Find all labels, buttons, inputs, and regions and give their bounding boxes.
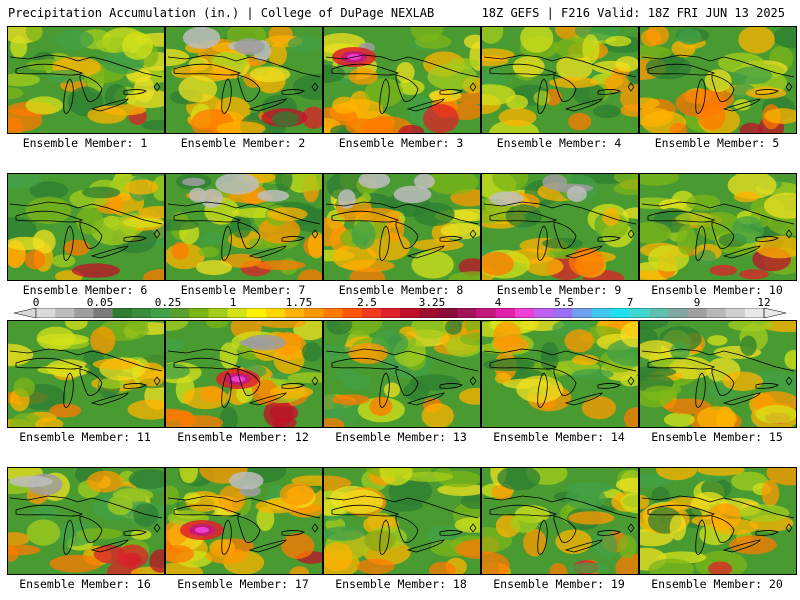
ensemble-member-caption: Ensemble Member: 9 bbox=[496, 283, 622, 297]
colorbar-tick-label: 4 bbox=[494, 296, 502, 309]
ensemble-member-map bbox=[323, 320, 481, 428]
ensemble-member-map bbox=[323, 467, 481, 575]
ensemble-member-caption: Ensemble Member: 1 bbox=[22, 136, 148, 150]
ensemble-member-caption: Ensemble Member: 8 bbox=[338, 283, 464, 297]
ensemble-member-map bbox=[165, 320, 323, 428]
colorbar-tick-label: 9 bbox=[693, 296, 701, 309]
ensemble-member-caption: Ensemble Member: 16 bbox=[19, 577, 151, 591]
colorbar-tick-label: 3.25 bbox=[418, 296, 446, 309]
ensemble-member-caption: Ensemble Member: 14 bbox=[493, 430, 625, 444]
colorbar-tick-label: 0.25 bbox=[154, 296, 182, 309]
ensemble-member-map bbox=[7, 173, 165, 281]
ensemble-member-caption: Ensemble Member: 11 bbox=[19, 430, 151, 444]
map-title: Precipitation Accumulation (in.) | Colle… bbox=[8, 6, 435, 20]
ensemble-member-caption: Ensemble Member: 3 bbox=[338, 136, 464, 150]
ensemble-member-map bbox=[323, 173, 481, 281]
ensemble-member-map bbox=[639, 320, 797, 428]
ensemble-member-caption: Ensemble Member: 12 bbox=[177, 430, 309, 444]
ensemble-member-map bbox=[481, 173, 639, 281]
ensemble-member-map bbox=[7, 320, 165, 428]
ensemble-member-map bbox=[165, 26, 323, 134]
ensemble-member-caption: Ensemble Member: 19 bbox=[493, 577, 625, 591]
ensemble-member-caption: Ensemble Member: 2 bbox=[180, 136, 306, 150]
ensemble-member-map bbox=[481, 467, 639, 575]
ensemble-member-map bbox=[639, 173, 797, 281]
ensemble-member-map bbox=[7, 467, 165, 575]
ensemble-member-map bbox=[7, 26, 165, 134]
colorbar-tick-label: 2.5 bbox=[357, 296, 377, 309]
ensemble-member-caption: Ensemble Member: 5 bbox=[654, 136, 780, 150]
ensemble-member-caption: Ensemble Member: 4 bbox=[496, 136, 622, 150]
ensemble-member-caption: Ensemble Member: 20 bbox=[651, 577, 783, 591]
ensemble-member-map bbox=[481, 26, 639, 134]
ensemble-member-map bbox=[639, 26, 797, 134]
ensemble-member-caption: Ensemble Member: 7 bbox=[180, 283, 306, 297]
colorbar-tick-label: 0.05 bbox=[86, 296, 114, 309]
colorbar-tick-label: 1.75 bbox=[285, 296, 313, 309]
ensemble-member-map bbox=[165, 173, 323, 281]
colorbar-tick-label: 5.5 bbox=[554, 296, 574, 309]
ensemble-member-map bbox=[481, 320, 639, 428]
ensemble-member-caption: Ensemble Member: 15 bbox=[651, 430, 783, 444]
colorbar-tick-label: 1 bbox=[229, 296, 237, 309]
colorbar-tick-label: 0 bbox=[32, 296, 40, 309]
ensemble-member-map bbox=[639, 467, 797, 575]
model-valid-time: 18Z GEFS | F216 Valid: 18Z FRI JUN 13 20… bbox=[481, 6, 785, 20]
ensemble-member-caption: Ensemble Member: 18 bbox=[335, 577, 467, 591]
colorbar-tick-label: 12 bbox=[757, 296, 771, 309]
precipitation-colorbar bbox=[14, 308, 786, 318]
ensemble-member-map bbox=[323, 26, 481, 134]
ensemble-member-caption: Ensemble Member: 13 bbox=[335, 430, 467, 444]
ensemble-member-caption: Ensemble Member: 17 bbox=[177, 577, 309, 591]
ensemble-member-caption: Ensemble Member: 6 bbox=[22, 283, 148, 297]
ensemble-member-map bbox=[165, 467, 323, 575]
ensemble-member-caption: Ensemble Member: 10 bbox=[651, 283, 783, 297]
colorbar-tick-label: 7 bbox=[626, 296, 634, 309]
